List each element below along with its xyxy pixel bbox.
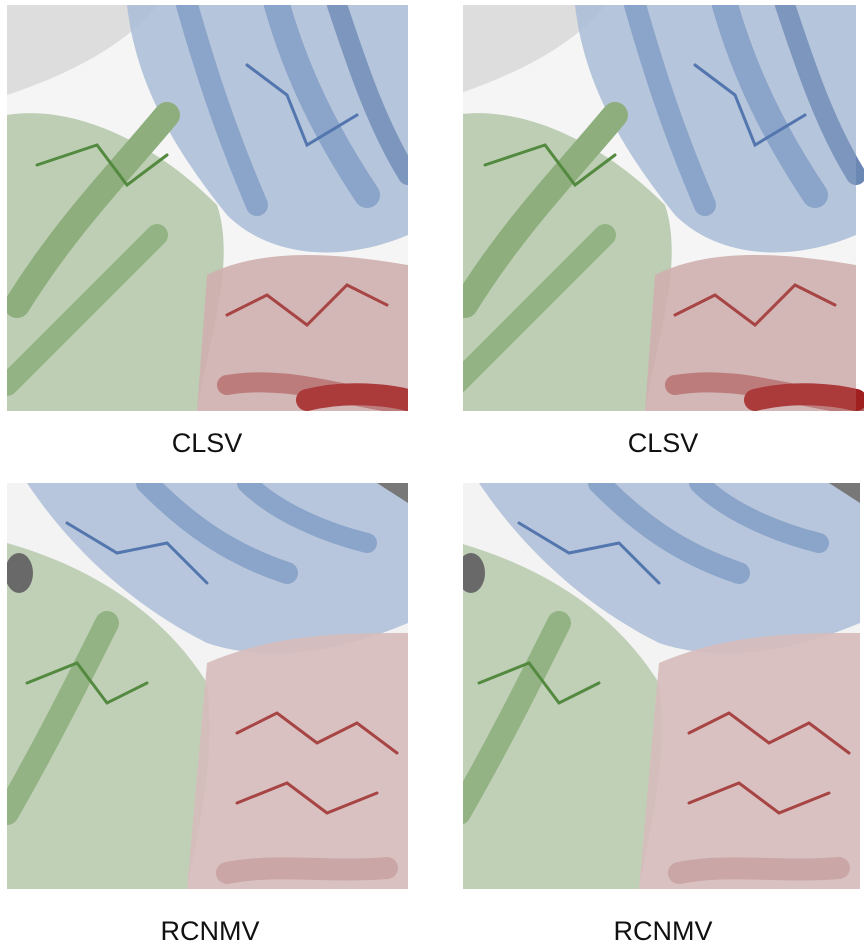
density-image — [455, 5, 856, 411]
panel-label: CLSV — [172, 428, 243, 458]
density-image — [5, 483, 408, 889]
panel-label: RCNMV — [614, 916, 713, 945]
density-image — [457, 483, 860, 889]
panel-label: RCNMV — [161, 916, 260, 945]
figure: CLSV CLSV RCNMV RCNMV — [0, 0, 864, 945]
panel-label: CLSV — [628, 428, 699, 458]
density-image — [7, 5, 408, 411]
